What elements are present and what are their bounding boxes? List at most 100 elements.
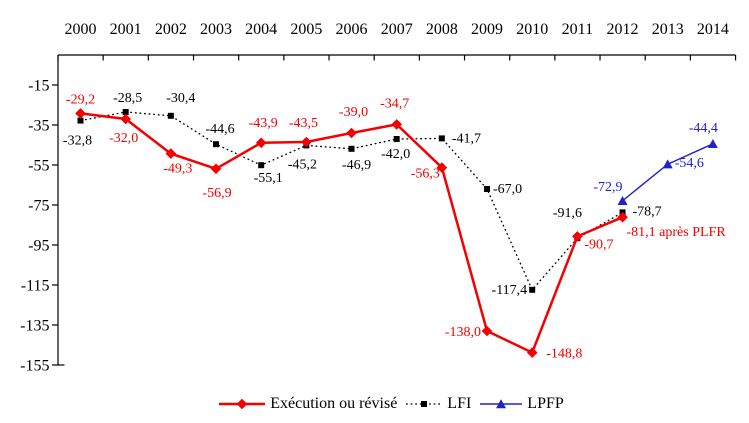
data-label: -117,4 (492, 283, 528, 298)
marker-triangle (617, 196, 628, 205)
data-labels-lfi: -32,8 -28,5 -30,4 -44,6 -55,1 -45,2 -46,9 -42,0… (63, 91, 662, 298)
x-axis-tick-label: 2013 (652, 21, 684, 38)
y-axis-tick-label: -75 (28, 198, 49, 215)
data-label: -67,0 (493, 182, 522, 197)
data-labels-execution-ou-revise: -29,2 -32,0 -49,3 -56,9 -43,9 -43,5 -39,0 -34,7… (66, 92, 726, 361)
y-axis-tick-label: -95 (28, 238, 49, 255)
marker-square (213, 141, 220, 148)
x-axis-tick-label: 2003 (200, 21, 232, 38)
data-label: -56,9 (202, 186, 231, 201)
data-label: -43,9 (249, 116, 278, 131)
data-labels-lpfp: -72,9 -54,6 -44,4 (593, 121, 718, 195)
series-lpfp (617, 139, 718, 205)
legend-label-lpfp: LPFP (527, 395, 564, 412)
x-axis-tick-label: 2001 (110, 21, 142, 38)
x-axis-tick-label: 2008 (426, 21, 458, 38)
series-line-lfi (80, 111, 623, 291)
legend-label-execution: Exécution ou révisé (270, 395, 398, 412)
data-label: -49,3 (163, 162, 192, 177)
legend-item-lpfp: LPFP (480, 395, 564, 413)
marker-diamond (617, 211, 628, 223)
marker-diamond (210, 163, 222, 175)
legend-marker-square (421, 401, 428, 407)
data-label: -45,2 (288, 157, 317, 172)
marker-triangle (707, 139, 718, 148)
marker-diamond (301, 136, 312, 148)
legend-item-execution: Exécution ou révisé (219, 395, 397, 413)
series-execution-ou-revise (75, 108, 628, 358)
marker-diamond (75, 108, 86, 119)
data-label: -43,5 (289, 116, 318, 131)
marker-diamond (572, 231, 583, 242)
y-axis-tick-label: -115 (21, 278, 50, 295)
data-label: -55,1 (254, 171, 283, 186)
chart-legend: Exécution ou révisé LFI LPFP (34, 393, 749, 415)
data-label: -29,2 (66, 92, 95, 107)
x-axis-tick-label: 2005 (290, 21, 322, 38)
x-axis-tick-label: 2004 (245, 21, 277, 38)
legend-item-lfi: LFI (406, 395, 471, 413)
marker-diamond (391, 119, 402, 130)
y-axis-tick-label: -35 (28, 118, 49, 135)
legend-swatch-execution-line (219, 398, 266, 410)
data-label: -91,6 (553, 206, 582, 221)
marker-diamond (120, 113, 131, 125)
marker-diamond (526, 347, 538, 358)
marker-square (529, 286, 536, 293)
data-label: -138,0 (445, 325, 481, 340)
x-axis-tick-label: 2010 (516, 21, 548, 38)
data-label: -41,7 (452, 131, 481, 146)
y-axis-tick-label: -15 (28, 78, 49, 95)
data-label: -32,8 (63, 134, 92, 149)
marker-square (122, 109, 129, 115)
marker-square (484, 186, 491, 192)
marker-square (348, 145, 355, 152)
marker-square (258, 162, 265, 169)
marker-diamond (165, 148, 177, 159)
legend-label-lfi: LFI (447, 395, 472, 412)
data-label: -78,7 (633, 204, 662, 219)
y-axis-tick-label: -135 (20, 318, 49, 335)
x-axis-tick-label: 2006 (336, 21, 368, 38)
data-label: -81,1 après PLFR (627, 225, 727, 240)
data-label: -44,6 (205, 122, 234, 137)
data-label: -90,7 (584, 237, 613, 252)
x-axis-tick-label: 2000 (65, 21, 97, 38)
data-label: -148,8 (546, 347, 582, 362)
marker-square (167, 112, 174, 119)
data-label: -32,0 (109, 131, 138, 146)
legend-swatch-lfi-line (406, 401, 443, 407)
marker-diamond (255, 137, 267, 149)
legend-swatch-lpfp-line (480, 399, 523, 409)
data-label: -34,7 (380, 96, 409, 111)
axes (52, 54, 737, 366)
marker-diamond (436, 162, 448, 173)
x-axis-tick-label: 2002 (155, 21, 187, 38)
data-label: -54,6 (675, 156, 704, 171)
data-label: -44,4 (689, 121, 718, 136)
x-axis-tick-label: 2011 (562, 21, 593, 38)
legend-marker-diamond (236, 398, 248, 410)
marker-square (393, 136, 400, 142)
marker-diamond (481, 325, 493, 337)
data-label: -30,4 (166, 91, 195, 106)
data-label: -56,3 (411, 167, 440, 182)
x-axis-tick-label: 2009 (471, 21, 503, 38)
data-label: -72,9 (593, 180, 622, 195)
marker-square (438, 135, 445, 142)
marker-triangle (662, 159, 673, 169)
x-axis-tick-label: 2007 (381, 21, 413, 38)
x-axis-tick-label: 2014 (697, 21, 729, 38)
marker-square (77, 117, 84, 124)
marker-diamond (346, 127, 357, 139)
data-label: -46,9 (342, 158, 371, 173)
data-label: -42,0 (381, 147, 410, 162)
series-line-lpfp (622, 143, 714, 202)
legend-marker-triangle (496, 399, 507, 409)
y-axis-tick-label: -155 (20, 358, 49, 375)
y-axis-tick-label: -55 (28, 158, 49, 175)
axis-tick-labels: 2000 2001 2002 2003 2004 2005 2006 2007 2008 2009… (20, 21, 729, 375)
data-label: -39,0 (339, 105, 368, 120)
